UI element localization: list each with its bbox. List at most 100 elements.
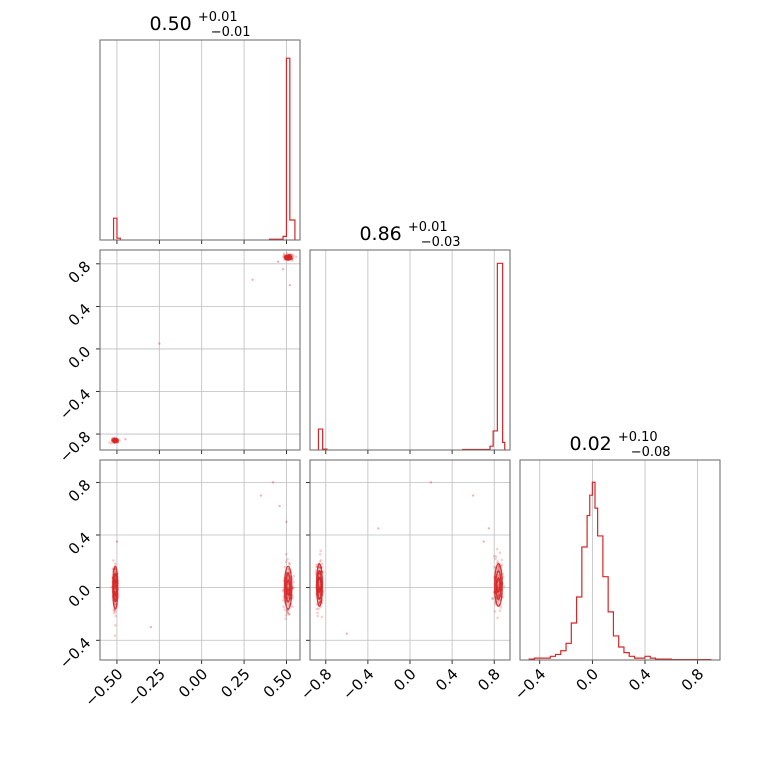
x-tick-label-x2-3: 0.4	[432, 665, 462, 695]
x-tick-label-x1-0: −0.50	[81, 665, 126, 710]
contour-1-3	[493, 562, 503, 608]
sample-point	[497, 568, 500, 571]
sample-point	[108, 441, 111, 444]
outlier-point	[285, 520, 288, 524]
sample-point	[321, 562, 324, 565]
sample-point	[284, 552, 288, 556]
sample-point	[492, 554, 496, 558]
contour-0-2	[316, 570, 323, 600]
sample-point	[291, 254, 295, 258]
sample-point	[292, 580, 295, 584]
sample-point	[496, 616, 499, 620]
x-tick-label-x1-2: 0.00	[175, 665, 211, 701]
sample-point	[286, 609, 289, 613]
y-tick-label-x3-1: 0.0	[65, 581, 95, 611]
y-tick-label-x2-4: 0.8	[65, 257, 95, 287]
y-tick-label-x2-0: −0.8	[56, 428, 94, 466]
title-x1: 0.50 +0.01 −0.01	[149, 4, 250, 40]
sample-point	[284, 560, 288, 563]
contour-0-3	[283, 254, 293, 261]
contour-0-3	[112, 565, 119, 610]
sample-point	[281, 599, 285, 602]
x-tick-label-x2-0: −0.8	[297, 665, 335, 703]
sample-point	[284, 614, 288, 617]
sample-point	[283, 565, 287, 569]
x-tick-label-x3-0: −0.4	[511, 665, 549, 703]
sample-point	[497, 586, 500, 590]
sample-point	[490, 597, 494, 600]
sample-point	[500, 563, 504, 567]
sample-point	[498, 609, 502, 612]
panel-0-1	[96, 249, 301, 454]
histogram-x3	[528, 481, 712, 661]
title-x2-minus: −0.03	[421, 235, 461, 250]
sample-point	[113, 623, 117, 627]
y-tick-label-x3-2: 0.4	[65, 529, 95, 559]
panel-frame	[519, 459, 721, 661]
sample-point	[113, 634, 117, 637]
sample-point	[286, 585, 290, 588]
outlier-point	[158, 342, 161, 345]
sample-point	[113, 609, 116, 612]
sample-point	[500, 558, 503, 562]
sample-point	[112, 559, 115, 562]
x-tick-label-x3-1: 0.0	[572, 665, 602, 695]
sample-point	[282, 252, 286, 256]
sample-point	[499, 606, 503, 609]
outlier-point	[278, 504, 281, 508]
sample-point	[286, 609, 289, 612]
sample-point	[286, 557, 289, 561]
sample-point	[286, 594, 290, 598]
histogram-x1	[112, 57, 296, 240]
sample-point	[112, 611, 116, 615]
sample-point	[283, 608, 287, 611]
sample-point	[288, 562, 292, 566]
y-tick-label-x2-1: −0.4	[56, 385, 94, 423]
sample-point	[496, 560, 499, 563]
outlier-point	[487, 527, 491, 530]
x-tick-label-x3-2: 0.4	[625, 665, 655, 695]
sample-point	[318, 560, 322, 563]
sample-point	[288, 612, 291, 616]
sample-point	[497, 594, 500, 597]
x-tick-label-x1-4: 0.50	[260, 665, 296, 701]
sample-point	[315, 563, 318, 567]
sample-point	[319, 549, 323, 553]
sample-point	[282, 605, 286, 609]
panel-frame	[99, 249, 301, 451]
outlier-point	[259, 494, 263, 497]
sample-point	[294, 255, 298, 259]
panel-frame	[99, 39, 301, 241]
title-x2-value: 0.86	[359, 223, 401, 245]
x-tick-label-x2-2: 0.0	[390, 665, 420, 695]
sample-point	[285, 251, 289, 255]
sample-point	[286, 583, 290, 587]
sample-point	[113, 584, 117, 588]
contour-1-3	[283, 565, 293, 610]
sample-point	[497, 582, 500, 586]
outlier-point	[482, 540, 485, 543]
y-tick-label-x3-0: −0.4	[56, 634, 94, 672]
sample-point	[320, 615, 324, 619]
sample-point	[287, 561, 291, 565]
x-tick-label-x2-4: 0.8	[474, 665, 504, 695]
outlier-point	[276, 260, 280, 263]
outlier-point	[429, 481, 433, 484]
panel-2-2	[519, 459, 721, 664]
sample-point	[497, 567, 500, 571]
sample-point	[497, 592, 500, 596]
x-tick-label-x1-3: 0.25	[217, 665, 253, 701]
sample-point	[118, 439, 121, 442]
title-x3: 0.02 +0.10 −0.08	[569, 424, 670, 460]
panel-frame	[309, 249, 511, 451]
title-x3-value: 0.02	[569, 433, 611, 455]
histogram-x2	[317, 262, 506, 451]
contour-1-1	[496, 577, 501, 593]
panel-frame	[99, 459, 301, 661]
sample-point	[292, 575, 295, 578]
sample-point	[495, 547, 499, 551]
outlier-point	[288, 283, 292, 287]
sample-point	[493, 566, 496, 569]
y-tick-label-x2-3: 0.4	[65, 300, 95, 330]
